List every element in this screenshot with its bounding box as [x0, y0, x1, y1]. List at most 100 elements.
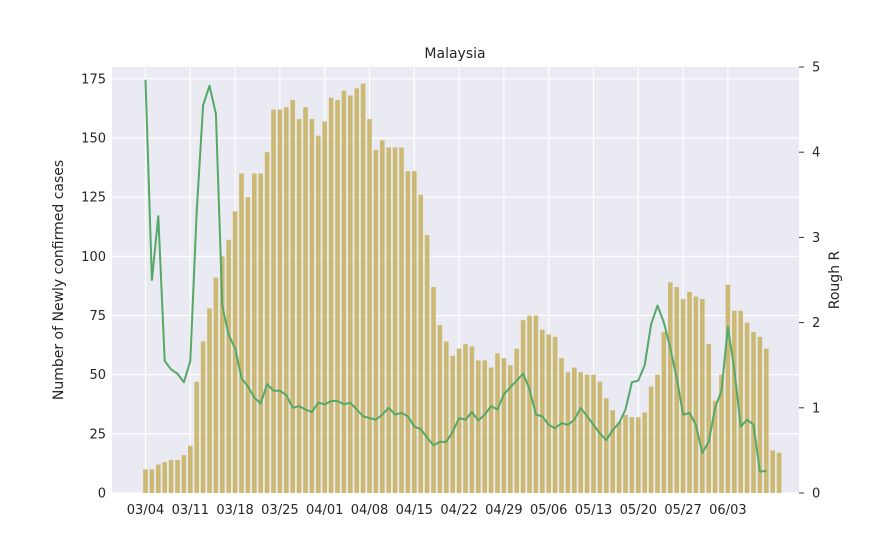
bar: [181, 455, 187, 493]
bar: [764, 348, 769, 493]
bar: [367, 119, 372, 494]
bar: [712, 400, 718, 493]
bar: [149, 469, 155, 493]
bar: [226, 239, 231, 493]
bar: [642, 412, 647, 493]
bar: [303, 107, 308, 493]
bar: [239, 173, 244, 493]
x-tick-label: 05/13: [575, 503, 612, 518]
bar: [360, 83, 366, 494]
y-tick-label-right: 1: [812, 401, 820, 416]
bar: [456, 348, 462, 493]
bar: [482, 360, 487, 493]
bar: [220, 256, 225, 493]
bar: [213, 277, 219, 493]
bar: [316, 135, 321, 493]
bar: [168, 459, 174, 493]
y-tick-label-right: 5: [812, 61, 820, 76]
x-tick-label: 04/22: [440, 503, 477, 518]
y-tick-label-left: 75: [89, 309, 106, 324]
bar: [290, 100, 295, 493]
x-tick-label: 04/15: [396, 503, 433, 518]
bar: [322, 121, 327, 493]
bar: [245, 197, 251, 493]
bar: [738, 310, 743, 493]
bar: [277, 109, 283, 493]
x-tick-label: 03/11: [172, 503, 209, 518]
left-y-axis: 0 25 50 75 100 125 150 175: [81, 72, 106, 501]
bar: [648, 386, 654, 493]
bar: [156, 464, 161, 493]
bar: [207, 308, 212, 493]
bar: [744, 322, 750, 493]
bar: [296, 119, 302, 494]
bar: [399, 147, 404, 493]
bar: [488, 367, 494, 493]
bar: [604, 398, 609, 493]
x-tick-label: 05/27: [664, 503, 701, 518]
bar: [578, 372, 583, 493]
bar: [418, 194, 423, 494]
y-tick-label-left: 50: [89, 368, 106, 383]
x-axis: 03/04 03/11 03/18 03/25 04/01 04/08 04/15 04/22…: [127, 503, 747, 518]
right-y-axis: 0 1 2 3 4 5: [799, 61, 820, 502]
bar: [188, 445, 193, 493]
bar: [559, 358, 564, 493]
line-series: [144, 79, 767, 473]
y-tick-label-right: 0: [812, 487, 820, 502]
bar: [514, 348, 519, 493]
bar: [584, 374, 590, 493]
bar: [540, 329, 545, 493]
rough-r-line: [144, 79, 767, 473]
x-tick-label: 03/04: [127, 503, 164, 518]
bar: [527, 315, 532, 493]
bar: [424, 235, 430, 494]
bar: [706, 343, 711, 493]
bar: [687, 291, 692, 493]
bar: [373, 149, 379, 494]
bar: [751, 332, 756, 493]
bar: [175, 459, 180, 493]
bar: [476, 360, 481, 493]
bar: [655, 374, 660, 493]
bar: [591, 374, 596, 493]
bar: [252, 173, 257, 493]
bar: [444, 341, 449, 493]
bar: [597, 381, 603, 493]
bar: [674, 287, 679, 493]
y-tick-label-left: 100: [81, 250, 106, 265]
bar: [258, 173, 263, 493]
bar: [348, 95, 353, 494]
bar: [495, 353, 500, 493]
bar: [770, 450, 775, 493]
bar: [719, 374, 724, 493]
bar: [412, 171, 417, 493]
bar: [392, 147, 398, 493]
bar: [194, 381, 199, 493]
bar: [552, 336, 558, 493]
y-tick-label-right: 3: [812, 231, 820, 246]
bar: [668, 282, 673, 493]
bar: [405, 171, 411, 493]
y-tick-label-right: 2: [812, 316, 820, 331]
bar: [700, 298, 705, 493]
bar: [501, 358, 507, 493]
bar: [776, 452, 782, 493]
bar: [341, 90, 347, 494]
x-tick-label: 06/03: [709, 503, 746, 518]
y-tick-label-left: 125: [81, 191, 106, 206]
bar-series: [143, 83, 782, 494]
bar: [661, 332, 667, 493]
bar: [546, 334, 551, 493]
bar: [437, 324, 443, 493]
x-tick-label: 05/20: [620, 503, 657, 518]
bar: [271, 109, 276, 493]
bar: [284, 107, 289, 493]
bar: [386, 147, 391, 493]
chart-title: Malaysia: [424, 46, 485, 62]
bar: [572, 367, 577, 493]
y-tick-label-right: 4: [812, 146, 820, 161]
bar: [309, 119, 315, 494]
